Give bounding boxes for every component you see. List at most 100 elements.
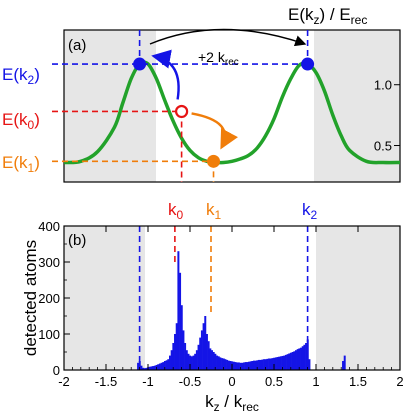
histogram-bar — [195, 350, 198, 370]
y-tick-label: 0 — [53, 363, 60, 378]
histogram-bar — [283, 355, 286, 370]
label-e-k0: E(k0) — [2, 110, 40, 132]
histogram-bar — [174, 334, 177, 370]
point-k2-left — [133, 57, 147, 71]
histogram-bar — [284, 354, 287, 370]
points-a — [133, 49, 315, 168]
histogram-bar — [249, 361, 252, 370]
histogram-bar — [229, 361, 232, 370]
histogram-bar — [163, 361, 166, 370]
histogram-bar — [182, 330, 185, 370]
histogram-bar — [237, 362, 240, 370]
histogram-bar — [187, 353, 190, 370]
panel-b-label: (b) — [68, 232, 86, 249]
histogram-bar — [204, 316, 207, 370]
histogram-bar — [232, 361, 235, 370]
histogram-bar — [160, 362, 163, 370]
histogram-bar — [251, 361, 254, 370]
shift-arrow — [149, 28, 307, 47]
y-tick-label-a: 1.0 — [374, 78, 392, 93]
histogram-bar — [253, 360, 255, 370]
label-k0: k0 — [168, 200, 184, 222]
histogram-bar — [217, 356, 220, 370]
label-e-k1: E(k1) — [2, 153, 40, 175]
histogram-bar — [189, 355, 192, 370]
histogram-bar — [209, 348, 212, 370]
histogram-bar — [184, 343, 187, 370]
histogram-bar — [177, 251, 180, 370]
histogram-bar — [342, 361, 345, 370]
histogram-bar — [226, 359, 229, 370]
x-tick-label: 2 — [396, 374, 403, 389]
y-ticks-a: 0.5 1.0 — [374, 78, 400, 154]
histogram-bar — [169, 355, 171, 370]
histogram-bar — [180, 305, 183, 370]
histogram-bar — [205, 334, 208, 370]
arrow-to-k2 — [151, 49, 180, 100]
histogram-bar — [264, 359, 267, 370]
histogram-bar — [153, 365, 156, 370]
histogram-bar — [254, 360, 257, 370]
histogram-bar — [190, 356, 193, 370]
shade-right-a — [314, 30, 400, 182]
histogram-bar — [234, 362, 237, 370]
histogram-bar — [300, 347, 303, 370]
point-k0 — [175, 104, 189, 119]
histogram-bar — [269, 358, 272, 370]
histogram-bar — [199, 337, 202, 370]
histogram-bar — [263, 359, 266, 370]
histogram-bar — [259, 359, 262, 370]
histogram-bar — [247, 361, 250, 370]
histogram-bar — [271, 358, 274, 370]
histogram-bar — [140, 365, 143, 370]
x-tick-label: -1 — [142, 374, 154, 389]
x-tick-label: 0 — [228, 374, 235, 389]
histogram-bar — [172, 343, 175, 370]
histogram-bar — [268, 358, 271, 370]
y-tick-label: 400 — [38, 219, 60, 234]
histogram-bar — [170, 350, 173, 370]
point-k1 — [207, 154, 221, 168]
histogram-bar — [212, 352, 215, 370]
histogram-bar — [293, 351, 296, 370]
histogram-bar — [291, 352, 294, 370]
histogram-bar — [273, 357, 276, 370]
histogram-bar — [246, 362, 249, 370]
histogram-bar — [165, 360, 168, 370]
histogram-bar — [266, 358, 269, 370]
histogram-bar — [288, 353, 291, 370]
histogram-bar — [216, 355, 219, 370]
histogram-bar — [143, 368, 146, 370]
histogram-bar — [175, 323, 178, 370]
histogram-bar — [289, 352, 292, 370]
x-tick-label: 0.5 — [265, 374, 283, 389]
histogram-bar — [224, 359, 227, 370]
label-e-k2: E(k2) — [2, 65, 40, 87]
histogram-bar — [295, 350, 297, 370]
histogram-bar — [261, 359, 264, 370]
histogram-bar — [185, 350, 188, 370]
shift-arrow-label: +2 krec — [198, 49, 239, 68]
histogram-bar — [258, 359, 261, 370]
ticks-b: -2 -1.5 -1 -0.5 0 0.5 1 1.5 2 0 100 200 300 400 — [38, 219, 403, 389]
histogram-bar — [305, 343, 308, 370]
histogram-bar — [278, 356, 281, 370]
histogram-bar — [194, 353, 197, 370]
y-tick-label: 100 — [38, 327, 60, 342]
histogram-bar — [138, 361, 141, 370]
histogram-bar — [200, 330, 203, 370]
histogram-bar — [179, 272, 182, 370]
x-tick-label: -0.5 — [179, 374, 201, 389]
panel-b: -2 -1.5 -1 -0.5 0 0.5 1 1.5 2 0 100 200 300 400 (b) — [38, 219, 403, 389]
histogram-bar — [145, 367, 148, 370]
histogram-bar — [157, 364, 160, 370]
histogram-bar — [276, 357, 279, 370]
histogram-bars — [137, 251, 346, 370]
panel-a: 0.5 1.0 (a) +2 krec — [52, 28, 401, 183]
ylabel-b: detected atoms — [21, 240, 40, 356]
histogram-bar — [162, 362, 165, 370]
x-tick-label: -2 — [58, 374, 70, 389]
histogram-bar — [256, 360, 259, 370]
histogram-bar — [150, 366, 153, 370]
